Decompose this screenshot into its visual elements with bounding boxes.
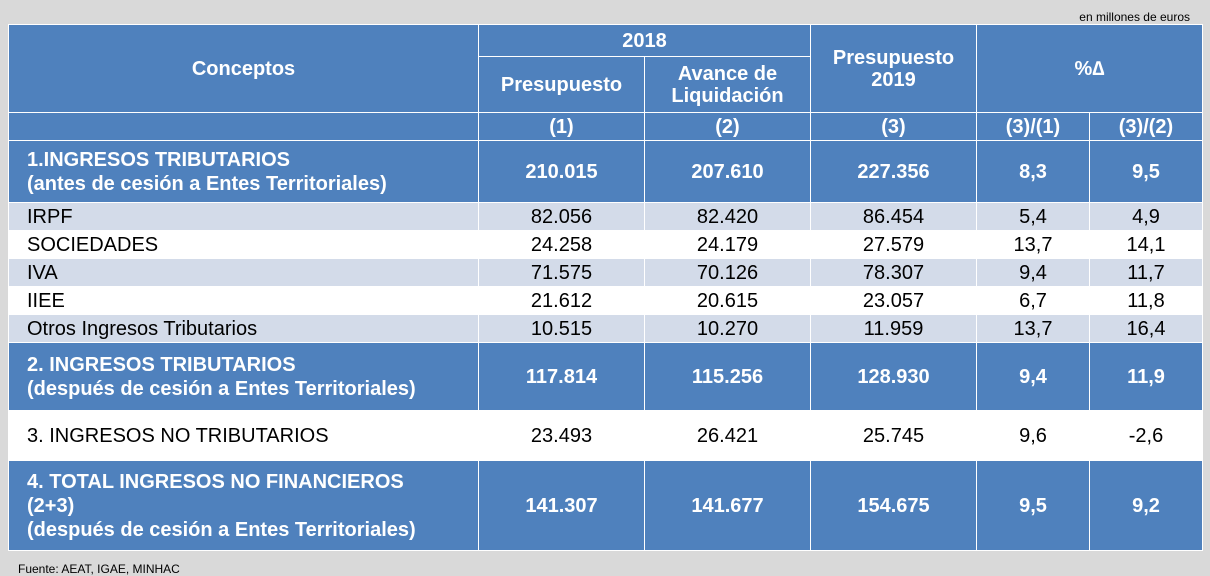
header-conceptos: Conceptos bbox=[8, 24, 479, 113]
header-blank bbox=[8, 112, 479, 141]
table-row: 2. INGRESOS TRIBUTARIOS (después de cesi… bbox=[8, 342, 1203, 411]
header-col3: (3) bbox=[810, 112, 977, 141]
table-row: IRPF 82.056 82.420 86.454 5,4 4,9 bbox=[8, 202, 1203, 231]
cell-value: 13,7 bbox=[976, 230, 1090, 259]
cell-value: 9,5 bbox=[1089, 140, 1203, 203]
concept-line: 4. TOTAL INGRESOS NO FINANCIEROS bbox=[27, 470, 404, 493]
cell-value: 26.421 bbox=[644, 410, 811, 461]
header-avance-line2: Liquidación bbox=[671, 84, 784, 107]
cell-value: 8,3 bbox=[976, 140, 1090, 203]
cell-value: 6,7 bbox=[976, 286, 1090, 315]
row-concept: IIEE bbox=[8, 286, 479, 315]
cell-value: 9,5 bbox=[976, 460, 1090, 551]
cell-value: 21.612 bbox=[478, 286, 645, 315]
cell-value: 14,1 bbox=[1089, 230, 1203, 259]
row-concept: Otros Ingresos Tributarios bbox=[8, 314, 479, 343]
table-row: 1.INGRESOS TRIBUTARIOS (antes de cesión … bbox=[8, 140, 1203, 203]
cell-value: 11.959 bbox=[810, 314, 977, 343]
header-year-2018: 2018 bbox=[478, 24, 811, 57]
concept-line: (después de cesión a Entes Territoriales… bbox=[27, 377, 416, 400]
cell-value: 82.056 bbox=[478, 202, 645, 231]
table-row: Otros Ingresos Tributarios 10.515 10.270… bbox=[8, 314, 1203, 343]
row-concept: IRPF bbox=[8, 202, 479, 231]
cell-value: 207.610 bbox=[644, 140, 811, 203]
header-presupuesto-2018: Presupuesto bbox=[478, 56, 645, 113]
cell-value: 24.258 bbox=[478, 230, 645, 259]
cell-value: 9,6 bbox=[976, 410, 1090, 461]
cell-value: 78.307 bbox=[810, 258, 977, 287]
row-concept: 2. INGRESOS TRIBUTARIOS (después de cesi… bbox=[8, 342, 479, 411]
cell-value: 11,8 bbox=[1089, 286, 1203, 315]
cell-value: 5,4 bbox=[976, 202, 1090, 231]
cell-value: 11,9 bbox=[1089, 342, 1203, 411]
header-col1: (1) bbox=[478, 112, 645, 141]
row-concept: 4. TOTAL INGRESOS NO FINANCIEROS (2+3) (… bbox=[8, 460, 479, 551]
cell-value: 82.420 bbox=[644, 202, 811, 231]
cell-value: 9,4 bbox=[976, 258, 1090, 287]
concept-line: (antes de cesión a Entes Territoriales) bbox=[27, 172, 387, 195]
concept-line: 1.INGRESOS TRIBUTARIOS bbox=[27, 148, 290, 171]
revenue-table: Conceptos 2018 Presupuesto 2019 %∆ Presu… bbox=[8, 24, 1203, 551]
table-row: 4. TOTAL INGRESOS NO FINANCIEROS (2+3) (… bbox=[8, 460, 1203, 551]
table-row: SOCIEDADES 24.258 24.179 27.579 13,7 14,… bbox=[8, 230, 1203, 259]
cell-value: 227.356 bbox=[810, 140, 977, 203]
cell-value: 10.515 bbox=[478, 314, 645, 343]
source-note: Fuente: AEAT, IGAE, MINHAC bbox=[18, 562, 180, 576]
header-avance-liquidacion: Avance de Liquidación bbox=[644, 56, 811, 113]
cell-value: 70.126 bbox=[644, 258, 811, 287]
cell-value: 24.179 bbox=[644, 230, 811, 259]
cell-value: 9,4 bbox=[976, 342, 1090, 411]
cell-value: 117.814 bbox=[478, 342, 645, 411]
cell-value: -2,6 bbox=[1089, 410, 1203, 461]
header-col5: (3)/(2) bbox=[1089, 112, 1203, 141]
concept-line: (2+3) bbox=[27, 494, 75, 517]
cell-value: 23.057 bbox=[810, 286, 977, 315]
cell-value: 20.615 bbox=[644, 286, 811, 315]
cell-value: 11,7 bbox=[1089, 258, 1203, 287]
cell-value: 154.675 bbox=[810, 460, 977, 551]
cell-value: 86.454 bbox=[810, 202, 977, 231]
row-concept: 3. INGRESOS NO TRIBUTARIOS bbox=[8, 410, 479, 461]
cell-value: 10.270 bbox=[644, 314, 811, 343]
units-note: en millones de euros bbox=[1079, 10, 1190, 24]
cell-value: 16,4 bbox=[1089, 314, 1203, 343]
table-row: IIEE 21.612 20.615 23.057 6,7 11,8 bbox=[8, 286, 1203, 315]
header-avance-line1: Avance de bbox=[677, 62, 778, 85]
cell-value: 141.307 bbox=[478, 460, 645, 551]
header-pct-delta: %∆ bbox=[976, 24, 1203, 113]
cell-value: 115.256 bbox=[644, 342, 811, 411]
row-concept: SOCIEDADES bbox=[8, 230, 479, 259]
concept-line: 2. INGRESOS TRIBUTARIOS bbox=[27, 353, 296, 376]
cell-value: 128.930 bbox=[810, 342, 977, 411]
row-concept: 1.INGRESOS TRIBUTARIOS (antes de cesión … bbox=[8, 140, 479, 203]
row-concept: IVA bbox=[8, 258, 479, 287]
table-row: IVA 71.575 70.126 78.307 9,4 11,7 bbox=[8, 258, 1203, 287]
cell-value: 25.745 bbox=[810, 410, 977, 461]
table-row: 3. INGRESOS NO TRIBUTARIOS 23.493 26.421… bbox=[8, 410, 1203, 461]
cell-value: 23.493 bbox=[478, 410, 645, 461]
cell-value: 9,2 bbox=[1089, 460, 1203, 551]
cell-value: 210.015 bbox=[478, 140, 645, 203]
header-presupuesto-2019-line2: 2019 bbox=[871, 68, 916, 91]
header-presupuesto-2019: Presupuesto 2019 bbox=[810, 24, 977, 113]
header-col2: (2) bbox=[644, 112, 811, 141]
header-col4: (3)/(1) bbox=[976, 112, 1090, 141]
cell-value: 141.677 bbox=[644, 460, 811, 551]
cell-value: 13,7 bbox=[976, 314, 1090, 343]
cell-value: 4,9 bbox=[1089, 202, 1203, 231]
header-presupuesto-2019-line1: Presupuesto bbox=[832, 46, 955, 69]
concept-line: (después de cesión a Entes Territoriales… bbox=[27, 518, 416, 541]
cell-value: 27.579 bbox=[810, 230, 977, 259]
cell-value: 71.575 bbox=[478, 258, 645, 287]
